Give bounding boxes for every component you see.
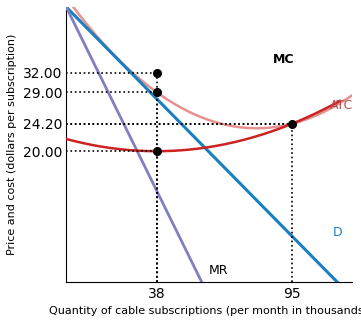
X-axis label: Quantity of cable subscriptions (per month in thousands): Quantity of cable subscriptions (per mon…	[49, 306, 361, 316]
Y-axis label: Price and cost (dollars per subscription): Price and cost (dollars per subscription…	[7, 34, 17, 255]
Text: D: D	[333, 226, 342, 239]
Text: MC: MC	[273, 53, 295, 66]
Text: ATC: ATC	[330, 99, 354, 111]
Text: MR: MR	[209, 265, 229, 277]
